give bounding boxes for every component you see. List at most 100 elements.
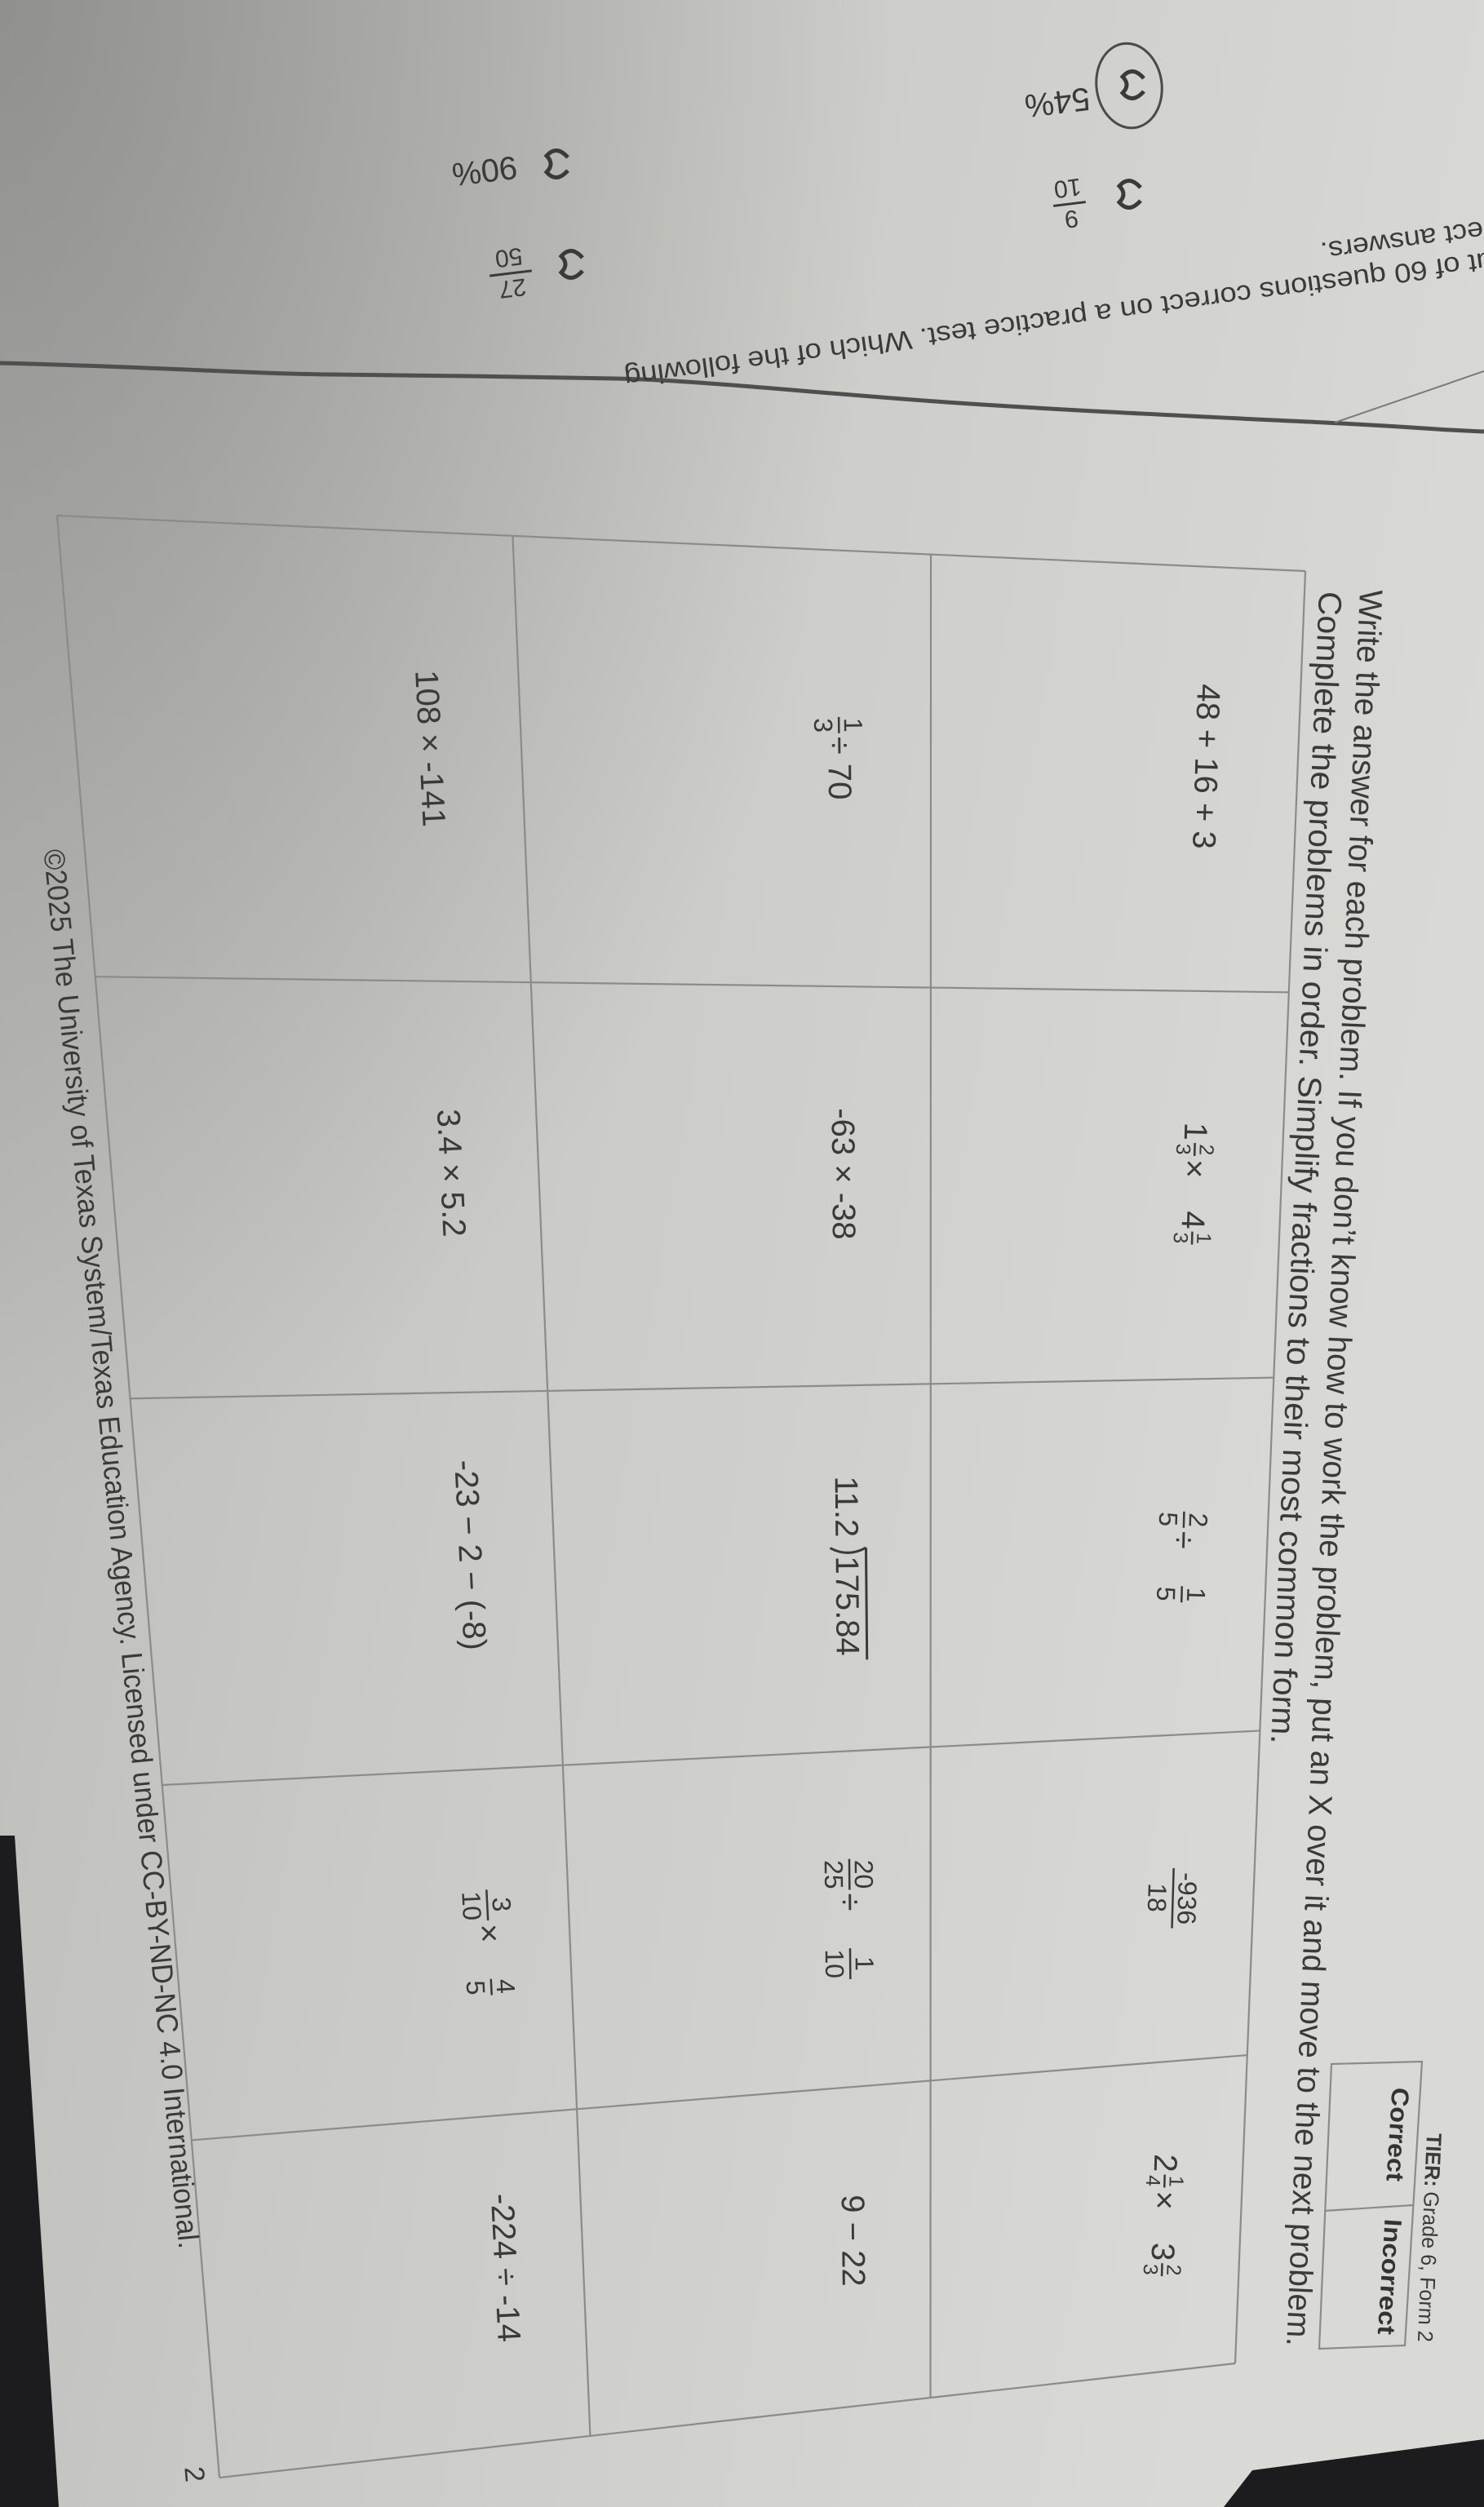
table-column-line	[219, 2362, 1236, 2479]
fraction-bar	[489, 269, 532, 277]
fraction-numerator: 2	[1194, 1144, 1216, 1156]
problem-text: 108 × -141	[408, 669, 451, 827]
problem-text: -63 × -38	[825, 1108, 862, 1240]
fraction-denominator: 18	[1142, 1883, 1172, 1913]
choice-bubble-icon	[1116, 179, 1142, 210]
fraction-bar	[489, 1978, 493, 1995]
fraction-bar	[1180, 1586, 1184, 1603]
fraction-denominator: 3	[808, 718, 838, 733]
problem-cell: 2025 ÷ 110	[819, 1858, 879, 1979]
fraction-numerator: 1	[850, 1956, 879, 1971]
whole-number-text: 2	[1147, 2154, 1184, 2173]
correct-cell[interactable]: Correct	[1381, 2087, 1414, 2182]
problem-text: ×	[470, 1923, 507, 1944]
table-column-line	[130, 1376, 1274, 1400]
problem-cell: 214 × 323	[1139, 2154, 1187, 2277]
table-column-line	[95, 976, 1289, 994]
fraction-bar	[1052, 201, 1087, 207]
problem-cell: 25 ÷ 15	[1151, 1511, 1213, 1603]
table-column-line	[191, 2054, 1247, 2142]
fraction-denominator: 5	[461, 1980, 491, 1996]
fraction-denominator: 5	[1154, 1512, 1184, 1527]
table-column-line	[162, 1730, 1260, 1787]
table-row-line	[512, 535, 591, 2436]
fold-line	[1334, 370, 1484, 423]
answer-choice: 27 50	[489, 242, 584, 303]
answer-choice: 90%	[450, 148, 569, 193]
fraction-numerator: 1	[839, 718, 868, 733]
table-row-line	[929, 554, 932, 2398]
problem-cell: 123 × 413	[1169, 1122, 1217, 1245]
answer-circle-mark	[1095, 42, 1163, 130]
answer-choice: 54%	[1023, 42, 1163, 130]
problem-cell: -63 × -38	[825, 1108, 862, 1240]
answer-choice-text: 54%	[1023, 80, 1092, 123]
answer-choice: 9 10	[1052, 173, 1142, 233]
fraction-denominator: 10	[820, 1949, 849, 1978]
fraction-numerator: -936	[1172, 1872, 1203, 1925]
fraction-numerator: 1	[1192, 1233, 1214, 1245]
problem-cell: 48 + 16 + 3	[1185, 684, 1226, 850]
problem-cell: 9 − 22	[835, 2195, 871, 2287]
problem-text: -224 ÷ -14	[484, 2193, 527, 2343]
choice-bubble-icon	[558, 249, 584, 280]
fraction-denominator: 25	[819, 1860, 848, 1889]
problem-cell: -224 ÷ -14	[484, 2193, 527, 2343]
problem-text: ×	[1145, 2190, 1182, 2211]
desk-background-bottom	[1224, 2439, 1484, 2507]
fraction-denominator: 3	[1139, 2263, 1161, 2275]
dividend-text: 175.84	[829, 1556, 866, 1656]
problem-text: 9 − 22	[835, 2195, 871, 2287]
fraction-numerator: 4	[490, 1978, 521, 1995]
fraction-bar	[1171, 1867, 1175, 1929]
fraction-bar	[1182, 1511, 1185, 1528]
fraction-numerator: 1	[1164, 2176, 1186, 2188]
choice-bubble-icon	[1119, 69, 1145, 100]
answer-choice-numerator: 27	[498, 272, 528, 303]
fraction-numerator: 3	[486, 1897, 516, 1913]
table-row-line	[55, 515, 221, 2478]
problem-text: 48 + 16 + 3	[1185, 684, 1226, 850]
score-box-border	[1318, 2060, 1424, 2350]
tier-label-key: TIER:	[1420, 2133, 1446, 2187]
score-box: Correct Incorrect	[1318, 2060, 1424, 2350]
fraction-denominator: 3	[1172, 1143, 1194, 1155]
problem-text: ÷	[1165, 1530, 1202, 1549]
fraction-denominator: 5	[1151, 1586, 1181, 1601]
whole-number-text: 3	[1145, 2242, 1181, 2261]
whole-number-text: 1	[1177, 1122, 1214, 1141]
fraction-numerator: 20	[849, 1859, 879, 1889]
problem-cell: 3.4 × 5.2	[430, 1108, 472, 1238]
desk-background-left	[0, 1836, 59, 2507]
page-number: 2	[178, 2465, 210, 2483]
problem-cell: 310 × 45	[456, 1889, 521, 1996]
fraction-bar	[485, 1889, 489, 1921]
score-box-divider	[1323, 2204, 1414, 2212]
table-column-line	[56, 514, 1306, 573]
answer-choice-denominator: 50	[494, 242, 524, 272]
answer-choice-numerator: 9	[1063, 204, 1080, 233]
whole-number-text: 4	[1175, 1211, 1212, 1230]
fraction-numerator: 1	[1181, 1587, 1212, 1602]
problem-text: ÷	[831, 1893, 867, 1911]
problem-cell: 108 × -141	[408, 669, 451, 827]
answer-choice-text: 90%	[450, 148, 520, 192]
problem-cell: 13 ÷ 70	[808, 716, 868, 800]
fraction-numerator: 2	[1183, 1513, 1213, 1528]
fraction-denominator: 10	[456, 1891, 487, 1921]
divisor-text: 11.2	[828, 1476, 865, 1537]
problem-text: ÷ 70	[821, 737, 857, 800]
fraction-denominator: 4	[1141, 2175, 1163, 2187]
long-division-bracket-icon	[829, 1546, 867, 1554]
fraction-denominator: 3	[1169, 1232, 1191, 1244]
fraction-numerator: 2	[1162, 2264, 1184, 2276]
problem-text: ×	[1176, 1158, 1212, 1179]
choice-bubble-icon	[543, 148, 569, 179]
table-row-line	[1234, 570, 1307, 2364]
problem-text: 3.4 × 5.2	[430, 1108, 472, 1238]
problem-cell: 11.2 175.84	[828, 1476, 869, 1660]
pencil-line	[0, 361, 1484, 434]
